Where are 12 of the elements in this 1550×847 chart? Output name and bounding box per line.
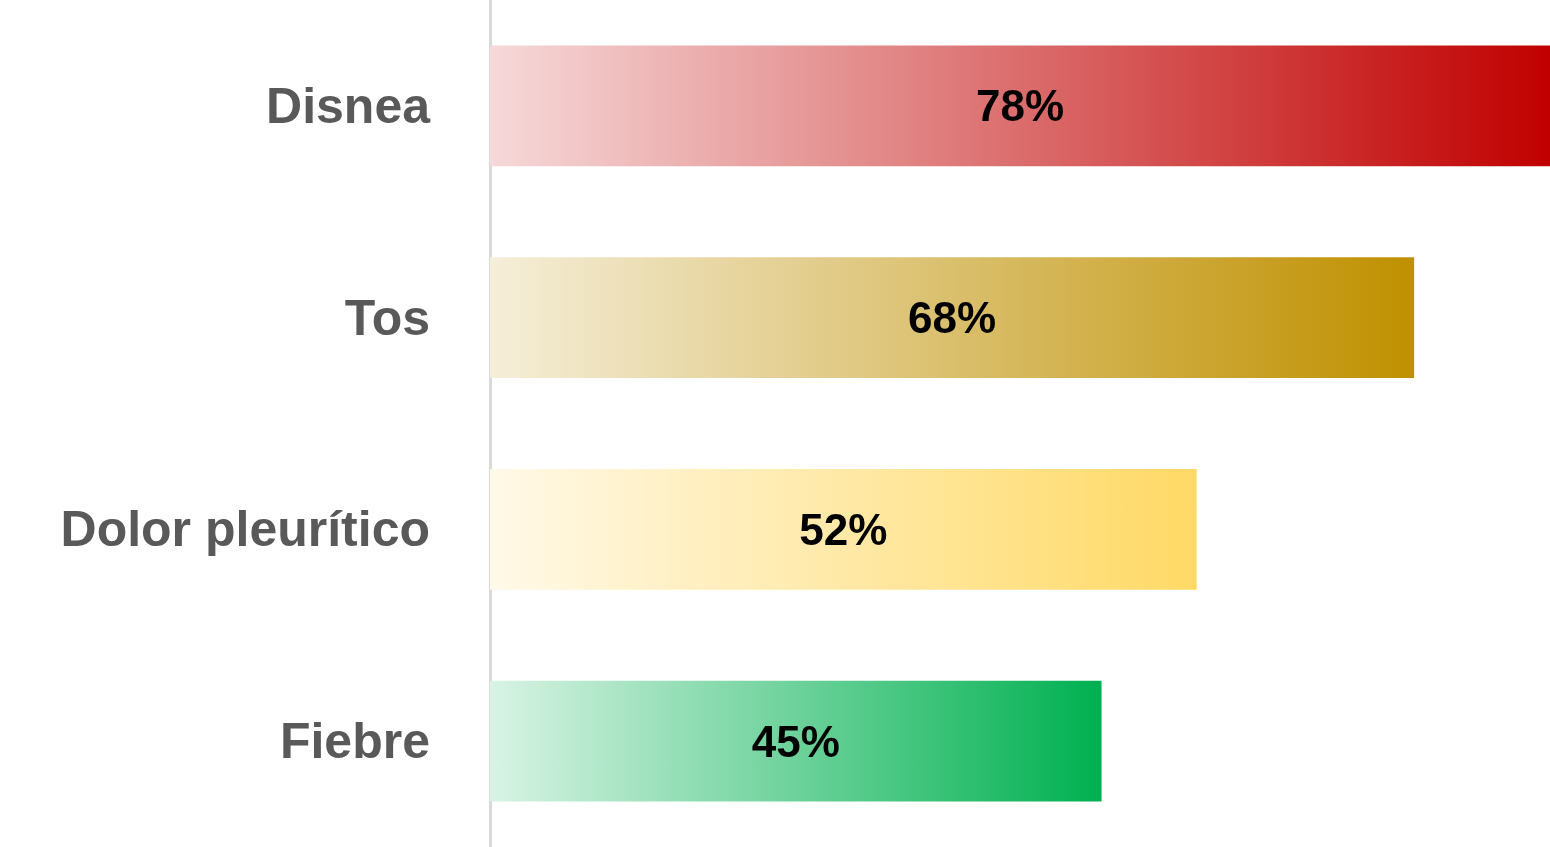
bar [490, 469, 1197, 590]
bar [490, 257, 1415, 378]
data-label: 68% [908, 293, 997, 343]
y-tick-label: Tos [344, 289, 430, 346]
data-label: 52% [799, 504, 888, 554]
y-tick-label: Disnea [266, 77, 432, 134]
bar [490, 680, 1102, 802]
y-tick-label: Dolor pleurítico [60, 501, 430, 558]
data-label: 45% [751, 716, 840, 766]
y-tick-label: Fiebre [279, 713, 430, 770]
bar [490, 45, 1550, 167]
data-label: 78% [975, 81, 1065, 131]
